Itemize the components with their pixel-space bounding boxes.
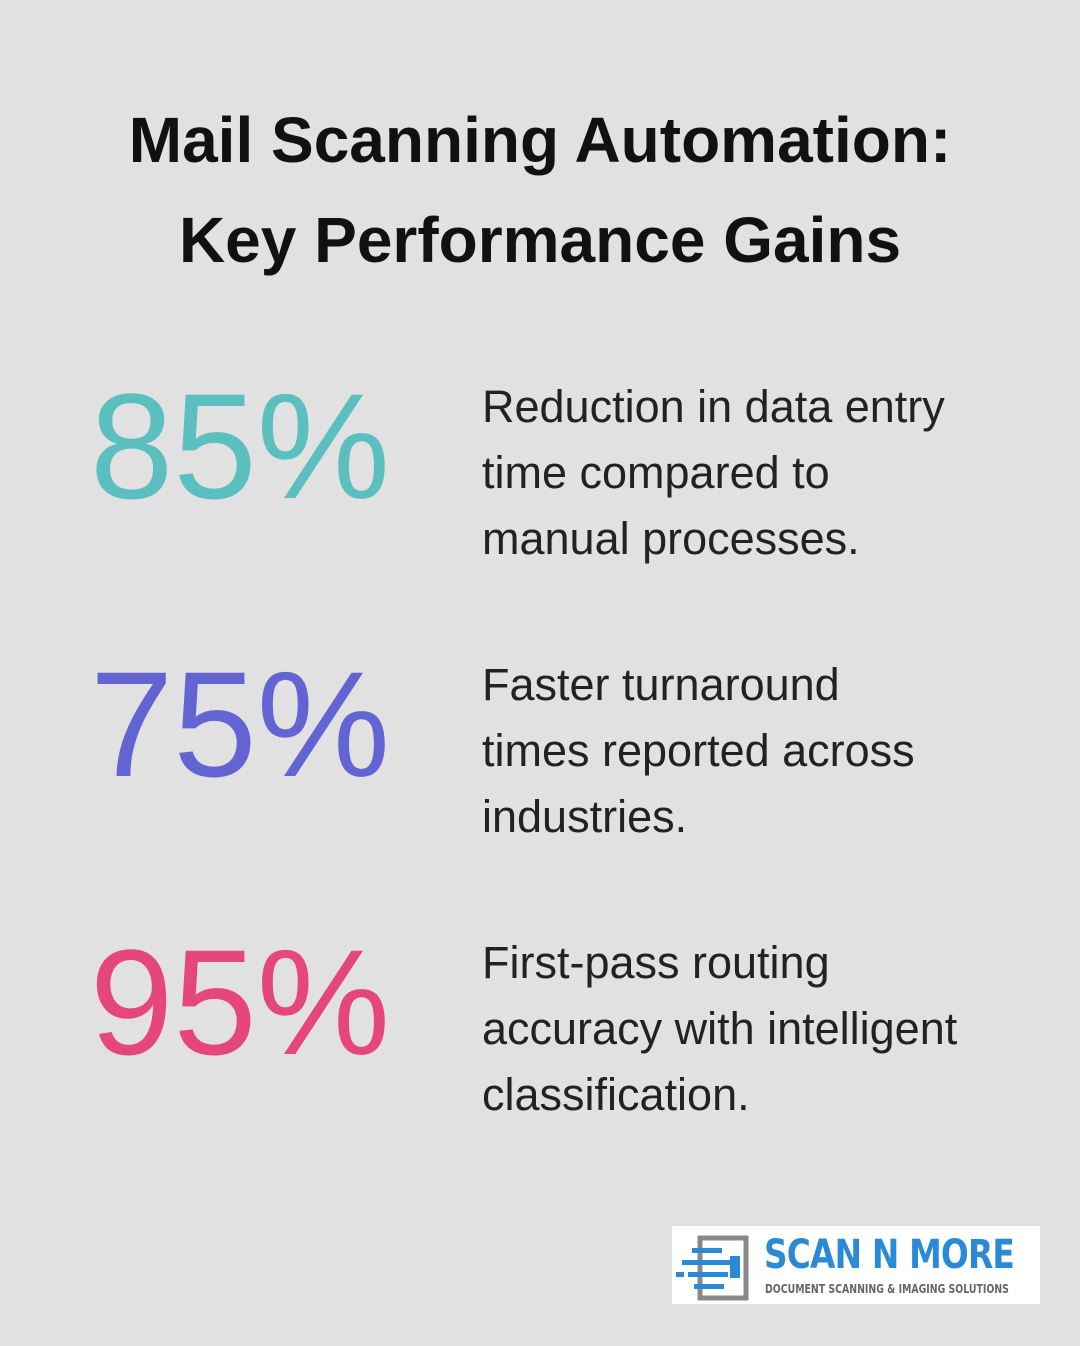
title-line: Key Performance Gains	[178, 204, 902, 276]
stat-value: 95%	[89, 918, 391, 1086]
logo-icon	[676, 1235, 749, 1301]
description-line: manual processes.	[482, 513, 860, 564]
description-line: First-pass routing	[482, 937, 830, 988]
description-line: industries.	[482, 791, 688, 842]
stat-description: Reduction in data entry time compared to m…	[482, 374, 1072, 572]
stat-value: 75%	[89, 640, 391, 808]
description-line: time compared to	[482, 447, 830, 498]
logo-tagline: DOCUMENT SCANNING & IMAGING SOLUTIONS	[765, 1282, 1009, 1296]
description-line: classification.	[482, 1069, 750, 1120]
logo: SCAN N MORE DOCUMENT SCANNING & IMAGING …	[672, 1226, 1040, 1304]
stat-description: Faster turnaround times reported across in…	[482, 652, 1072, 850]
stat-description: First-pass routing accuracy with intellig…	[482, 930, 1072, 1128]
description-line: Faster turnaround	[482, 659, 840, 710]
description-line: accuracy with intelligent	[482, 1003, 958, 1054]
title-line: Mail Scanning Automation:	[128, 104, 952, 176]
stat-value: 85%	[89, 362, 391, 530]
logo-name: SCAN N MORE	[764, 1232, 1015, 1278]
description-line: times reported across	[482, 725, 915, 776]
description-line: Reduction in data entry	[482, 381, 945, 432]
